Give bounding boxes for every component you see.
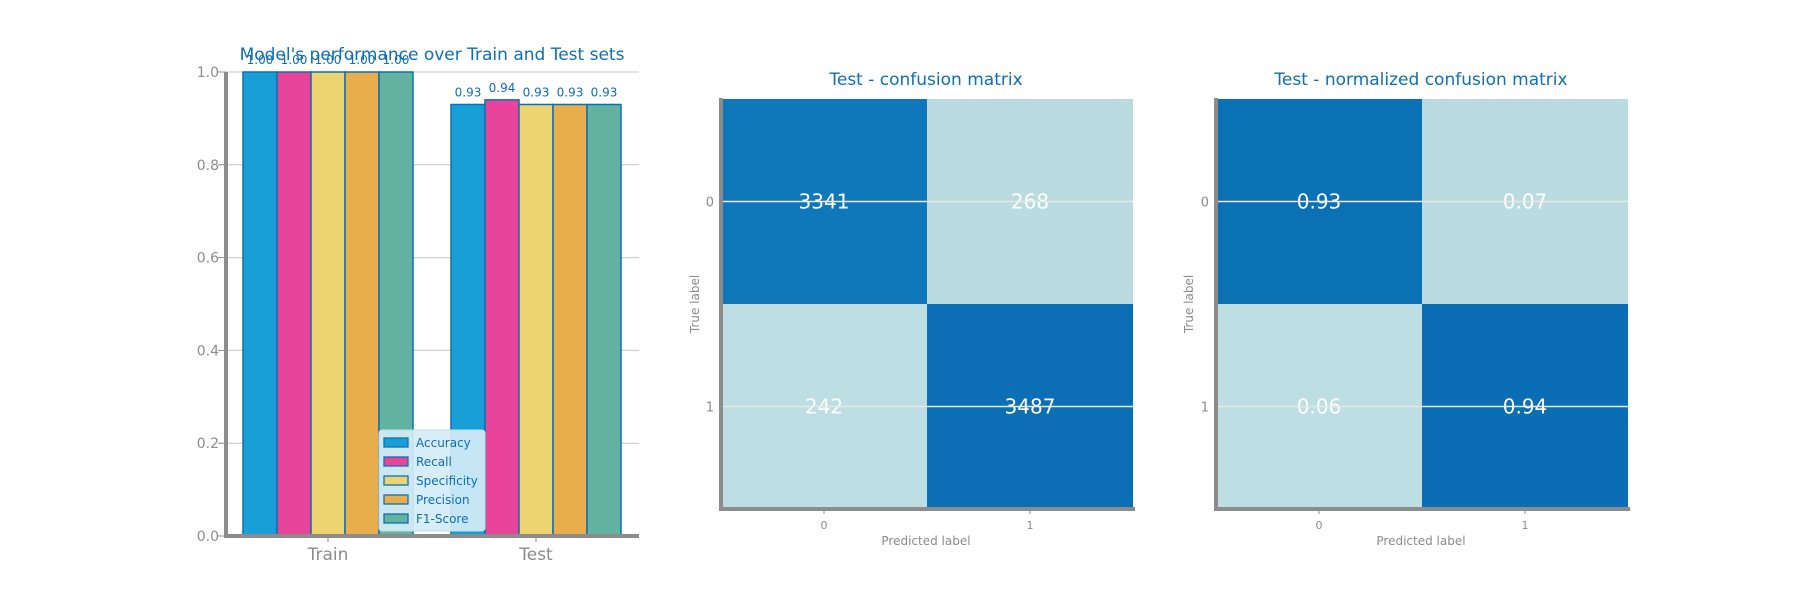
bar-value-label: 1.00	[315, 53, 342, 67]
legend-label-f1-score: F1-Score	[416, 512, 468, 526]
ncm-title: Test - normalized confusion matrix	[1273, 70, 1567, 90]
bar-x-category-label: Train	[307, 545, 349, 565]
bar-precision-train	[344, 71, 380, 537]
bar-chart: 0.0 0.2 0.4 0.6 0.8 1.0 1.00 1.00 1.00 1.00 1.00 0…	[197, 45, 639, 565]
ncm-cells: 0.93 0.070.06 0.94	[1214, 98, 1630, 511]
bar-value-label: 1.00	[247, 53, 274, 67]
bar-marks	[242, 71, 622, 537]
bar-y-tick-label: 0.4	[197, 343, 219, 359]
cm-ylabel: True label	[688, 275, 702, 334]
legend-label-recall: Recall	[416, 455, 452, 469]
ncm-x-tick-label: 1	[1522, 519, 1529, 532]
bar-value-label: 0.93	[557, 85, 584, 99]
ncm-xlabel: Predicted label	[1376, 534, 1465, 548]
bar-y-tick-label: 0.2	[197, 436, 219, 452]
bar-y-tick-label: 0.6	[197, 251, 219, 267]
legend-label-precision: Precision	[416, 493, 470, 507]
ncm-x-tick-label: 0	[1316, 519, 1323, 532]
bar-legend-box	[378, 429, 486, 532]
bar-f1-score-test	[586, 103, 622, 537]
bar-x-category-labels: Train Test	[307, 536, 553, 565]
bar-x-category-label: Test	[518, 545, 553, 565]
bar-value-label: 0.94	[489, 81, 516, 95]
normalized-confusion-matrix: Test - normalized confusion matrix 0.93 0…	[1182, 70, 1630, 548]
bar-recall-train	[276, 71, 312, 537]
bar-value-label: 1.00	[349, 53, 376, 67]
bar-y-tick-label: 0.8	[197, 158, 219, 174]
ncm-y-tick-label: 1	[1201, 401, 1209, 416]
bar-specificity-test	[518, 103, 554, 537]
ncm-y-tick-label: 0	[1201, 196, 1209, 211]
bar-value-label: 1.00	[383, 53, 410, 67]
cm-xlabel: Predicted label	[881, 534, 970, 548]
legend-label-specificity: Specificity	[416, 474, 478, 488]
bar-value-label: 1.00	[281, 53, 308, 67]
bar-precision-test	[552, 103, 588, 537]
ncm-ylabel: True label	[1182, 275, 1196, 334]
cm-x-tick-label: 1	[1027, 519, 1034, 532]
bar-specificity-train	[310, 71, 346, 537]
bar-y-tick-label: 0.0	[197, 529, 219, 545]
bar-value-label: 0.93	[523, 85, 550, 99]
bar-y-tick-label: 1.0	[197, 65, 219, 81]
legend-swatch-recall	[383, 456, 409, 467]
legend-swatch-precision	[383, 494, 409, 505]
cm-y-tick-label: 1	[706, 401, 714, 416]
cm-y-tick-label: 0	[706, 196, 714, 211]
cm-x-tick-label: 0	[821, 519, 828, 532]
bar-y-tick-labels: 0.0 0.2 0.4 0.6 0.8 1.0	[197, 65, 219, 545]
ncm-tick-labels: 0 1 0 1	[1201, 196, 1529, 533]
legend-swatch-f1-score	[383, 513, 409, 524]
bar-recall-test	[484, 99, 520, 537]
bar-legend: Accuracy Recall Specificity Precision F1-Sco…	[378, 429, 486, 532]
legend-swatch-accuracy	[383, 437, 409, 448]
cm-title: Test - confusion matrix	[828, 70, 1022, 90]
legend-label-accuracy: Accuracy	[416, 436, 471, 450]
bar-value-label: 0.93	[591, 85, 618, 99]
bar-value-labels: 1.00 1.00 1.00 1.00 1.00 0.93 0.94 0.93 0.93 0.93	[247, 53, 618, 99]
cm-tick-labels: 0 1 0 1	[706, 196, 1034, 533]
bar-accuracy-train	[242, 71, 278, 537]
legend-swatch-specificity	[383, 475, 409, 486]
bar-chart-title: Model's performance over Train and Test …	[240, 45, 625, 65]
bar-value-label: 0.93	[455, 85, 482, 99]
